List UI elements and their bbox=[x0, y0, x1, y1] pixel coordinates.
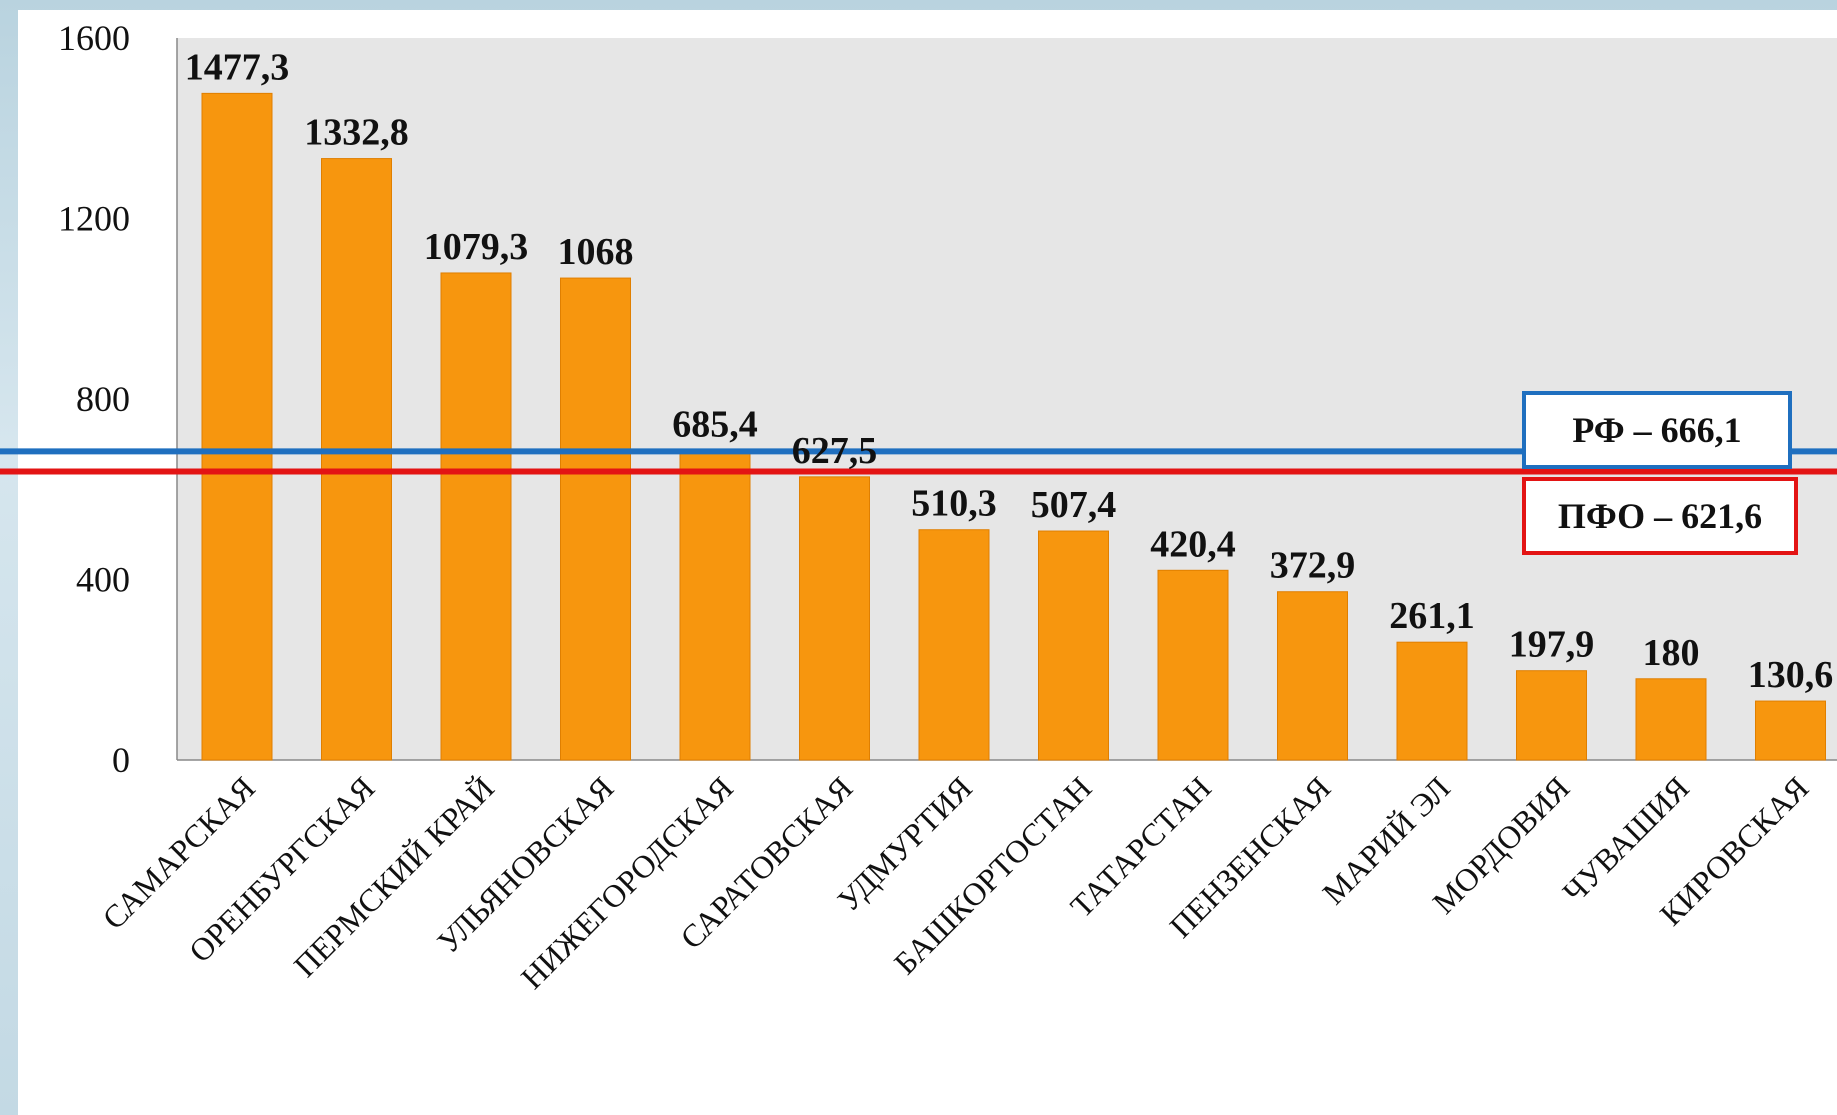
reference-label-rf: РФ – 666,1 bbox=[1522, 391, 1792, 469]
data-label: 420,4 bbox=[1150, 523, 1236, 565]
bar bbox=[679, 450, 751, 761]
bar bbox=[1277, 591, 1348, 761]
bar bbox=[321, 158, 392, 761]
y-tick-label: 0 bbox=[112, 740, 130, 780]
y-tick-label: 800 bbox=[76, 379, 130, 419]
y-axis-ticks: 0 400 800 1200 1600 bbox=[58, 18, 130, 780]
y-tick-label: 400 bbox=[76, 560, 130, 600]
data-label: 510,3 bbox=[911, 483, 997, 525]
category-label: НИЖЕГОРОДСКАЯ bbox=[514, 769, 740, 995]
data-label: 261,1 bbox=[1389, 595, 1475, 637]
data-label: 685,4 bbox=[672, 404, 758, 446]
y-tick-label: 1600 bbox=[58, 18, 130, 58]
bar bbox=[1635, 678, 1707, 761]
bar bbox=[560, 277, 631, 761]
data-label: 627,5 bbox=[792, 430, 878, 472]
data-label: 372,9 bbox=[1270, 545, 1356, 587]
bar bbox=[918, 529, 990, 761]
data-label: 1332,8 bbox=[304, 112, 409, 154]
category-label: ПЕРМСКИЙ КРАЙ bbox=[287, 769, 501, 983]
bar bbox=[1038, 530, 1109, 761]
reference-label-pfo: ПФО – 621,6 bbox=[1522, 477, 1798, 555]
bar bbox=[1157, 569, 1229, 761]
bar bbox=[201, 92, 273, 761]
data-label: 130,6 bbox=[1748, 654, 1834, 696]
data-label: 1068 bbox=[558, 231, 634, 273]
data-label: 507,4 bbox=[1031, 484, 1117, 526]
bar bbox=[1755, 700, 1826, 761]
value-labels: 1477,3 1332,8 1079,3 1068 685,4 627,5 510,3 507… bbox=[185, 46, 1834, 696]
data-label: 1477,3 bbox=[185, 46, 290, 88]
data-label: 1079,3 bbox=[424, 226, 529, 268]
bars bbox=[201, 92, 1826, 761]
bar bbox=[1516, 670, 1587, 761]
category-label: БАШКОРТОСТАН bbox=[887, 769, 1099, 981]
bar bbox=[440, 272, 512, 761]
data-label: 197,9 bbox=[1509, 624, 1595, 666]
bar bbox=[1396, 641, 1468, 761]
data-label: 180 bbox=[1643, 632, 1700, 674]
y-tick-label: 1200 bbox=[58, 199, 130, 239]
bar bbox=[799, 476, 870, 761]
